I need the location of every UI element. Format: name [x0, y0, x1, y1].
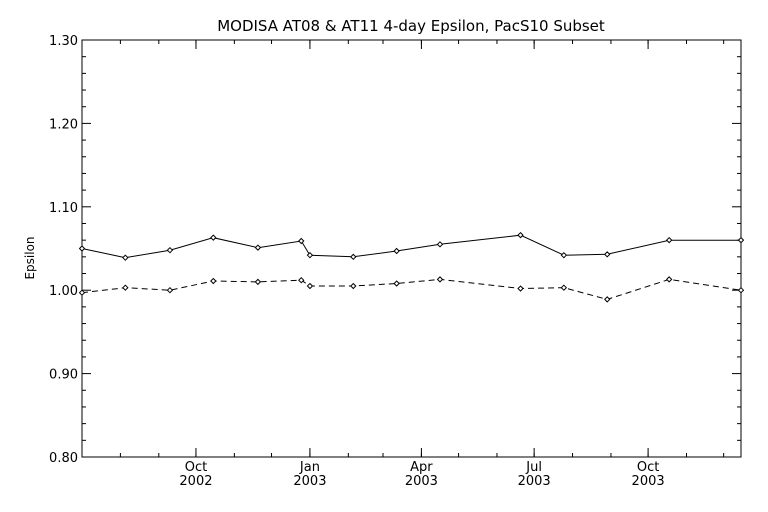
x-tick-month: Apr	[410, 460, 433, 475]
series-1-point	[166, 246, 174, 254]
y-axis: 0.80 0.90 1.00 1.10 1.20 1.30	[49, 34, 741, 466]
x-tick-year: 2002	[179, 474, 212, 489]
x-tick-month: Jul	[525, 460, 542, 475]
series-2-point	[166, 286, 174, 294]
series-1-point	[298, 237, 305, 245]
series-2-point	[254, 278, 262, 286]
series-2-point	[122, 284, 129, 291]
x-tick-month: Oct	[185, 460, 207, 475]
series-1-point	[393, 247, 400, 255]
series-1-point	[665, 236, 673, 244]
series-1-point	[517, 231, 524, 239]
series-2-point	[737, 286, 745, 294]
x-tick-year: 2003	[293, 474, 326, 489]
y-tick-label: 1.10	[49, 201, 78, 216]
series-2-point	[210, 277, 217, 285]
y-tick-label: 1.20	[49, 117, 78, 132]
series-1-point	[737, 236, 745, 244]
series-2-point	[298, 276, 305, 284]
series-2-point	[306, 282, 314, 290]
series-1-point	[210, 234, 217, 241]
series-1-point	[122, 254, 129, 261]
series-2-point	[393, 280, 400, 287]
series-1-point	[254, 244, 262, 251]
series-1-point	[78, 245, 86, 252]
series-2-point	[78, 289, 86, 296]
x-tick-year: 2003	[632, 474, 665, 489]
series-1-point	[604, 251, 611, 258]
series-2-point	[517, 285, 524, 292]
series-1-point	[306, 251, 314, 259]
x-tick-month: Oct	[637, 460, 659, 475]
series-1-point	[560, 251, 568, 259]
y-tick-label: 0.90	[49, 368, 78, 383]
series-2-point	[604, 296, 611, 303]
x-tick-month: Jan	[299, 460, 320, 475]
series-layer	[78, 231, 745, 303]
series-1-point	[436, 241, 444, 248]
x-tick-year: 2003	[405, 474, 438, 489]
series-2-point	[436, 276, 444, 283]
series-2-point	[560, 284, 568, 291]
series-2-line	[81, 278, 742, 300]
series-2-point	[350, 282, 357, 290]
x-tick-year: 2003	[518, 474, 551, 489]
series-1-point	[350, 253, 357, 261]
series-2-point	[665, 276, 673, 283]
y-axis-label: Epsilon	[23, 236, 37, 279]
chart-title: MODISA AT08 & AT11 4-day Epsilon, PacS10…	[217, 17, 605, 35]
y-tick-label: 0.80	[49, 451, 78, 466]
y-tick-label: 1.00	[49, 284, 78, 299]
y-tick-label: 1.30	[49, 34, 78, 49]
series-1-line	[81, 234, 741, 259]
